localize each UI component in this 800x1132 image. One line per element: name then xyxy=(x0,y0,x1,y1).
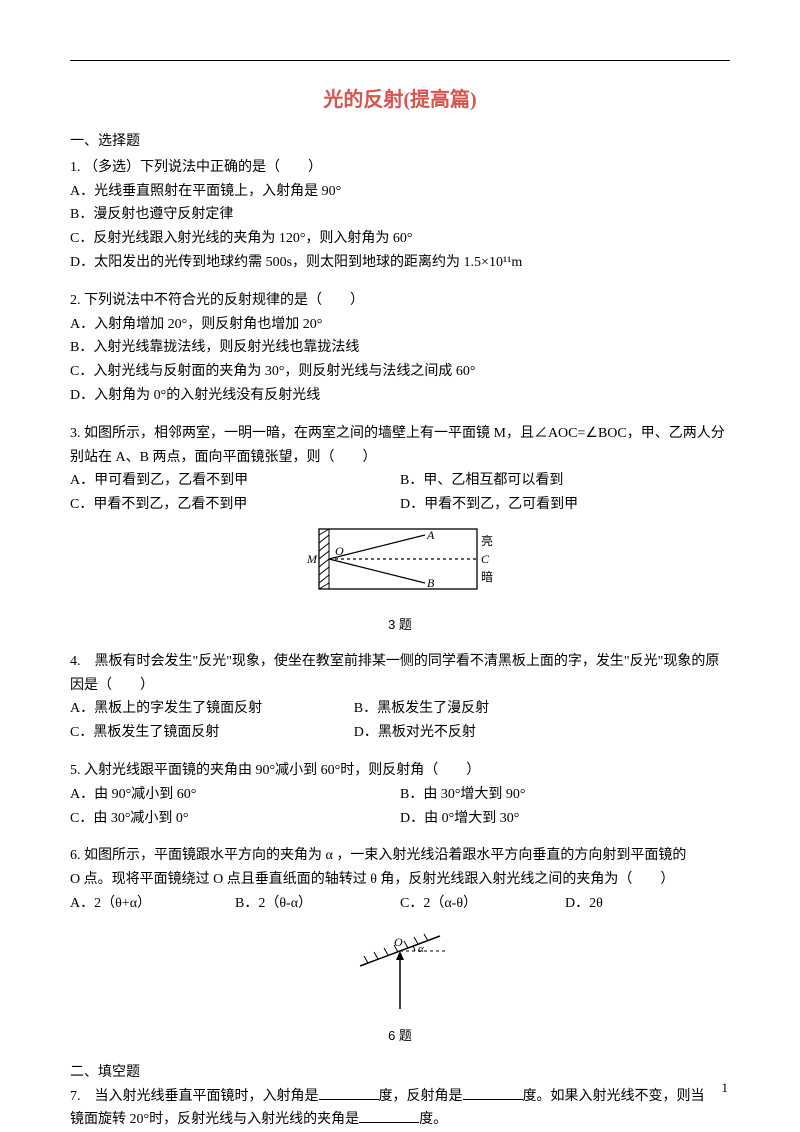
q6-figure: O α 6 题 xyxy=(70,924,730,1047)
angled-mirror-icon: O α xyxy=(345,924,455,1014)
q3-fig-label: 3 题 xyxy=(70,614,730,636)
q3-row2: C．甲看不到乙，乙看不到甲 D．甲看不到乙，乙可看到甲 xyxy=(70,493,730,517)
label-alpha: α xyxy=(418,943,424,955)
q6-row: A．2（θ+α） B．2（θ-α） C．2（α-θ） D．2θ xyxy=(70,892,730,916)
label-bright: 亮 xyxy=(481,533,493,548)
doc-title: 光的反射(提高篇) xyxy=(70,83,730,112)
page: 光的反射(提高篇) 一、选择题 1. （多选）下列说法中正确的是（ ） A．光线… xyxy=(0,0,800,1132)
q7-line2: 镜面旋转 20°时，反射光线与入射光线的夹角是 度。 xyxy=(70,1108,730,1132)
q1-opt-c: C．反射光线跟入射光线的夹角为 120°，则入射角为 60° xyxy=(70,227,730,251)
q7-l2a: 镜面旋转 20°时，反射光线与入射光线的夹角是 xyxy=(70,1112,359,1127)
label-dark: 暗 xyxy=(481,569,493,584)
q5-opt-a: A．由 90°减小到 60° xyxy=(70,783,400,807)
q7-pre: 7. 当入射光线垂直平面镜时，入射角是 xyxy=(70,1089,319,1104)
q5-opt-c: C．由 30°减小到 0° xyxy=(70,807,400,831)
question-7: 7. 当入射光线垂直平面镜时，入射角是 度，反射角是 度。如果入射光线不变，则当 镜… xyxy=(70,1085,730,1132)
q1-opt-a: A．光线垂直照射在平面镜上，入射角是 90° xyxy=(70,180,730,204)
q4-row2: C．黑板发生了镜面反射 D．黑板对光不反射 xyxy=(70,721,730,745)
q2-opt-c: C．入射光线与反射面的夹角为 30°，则反射光线与法线之间成 60° xyxy=(70,360,730,384)
q7-mid2: 度。如果入射光线不变，则当 xyxy=(523,1089,705,1104)
label-a: A xyxy=(426,528,435,542)
question-5: 5. 入射光线跟平面镜的夹角由 90°减小到 60°时，则反射角（ ） A．由 … xyxy=(70,759,730,830)
q6-opt-b: B．2（θ-α） xyxy=(235,892,400,916)
question-4: 4. 黑板有时会发生"反光"现象，使坐在教室前排某一侧的同学看不清黑板上面的字，… xyxy=(70,650,730,745)
section1-heading: 一、选择题 xyxy=(70,130,730,154)
q4-opt-d: D．黑板对光不反射 xyxy=(354,721,684,745)
question-1: 1. （多选）下列说法中正确的是（ ） A．光线垂直照射在平面镜上，入射角是 9… xyxy=(70,156,730,275)
label-o6: O xyxy=(394,935,403,949)
blank-2 xyxy=(463,1085,523,1100)
q2-opt-d: D．入射角为 0°的入射光线没有反射光线 xyxy=(70,384,730,408)
q3-opt-b: B．甲、乙相互都可以看到 xyxy=(400,469,730,493)
q2-opt-b: B．入射光线靠拢法线，则反射光线也靠拢法线 xyxy=(70,336,730,360)
q4-row1: A．黑板上的字发生了镜面反射 B．黑板发生了漫反射 xyxy=(70,697,730,721)
q4-opt-b: B．黑板发生了漫反射 xyxy=(354,697,684,721)
blank-3 xyxy=(359,1108,419,1123)
q4-opt-c: C．黑板发生了镜面反射 xyxy=(70,721,354,745)
q4-opt-a: A．黑板上的字发生了镜面反射 xyxy=(70,697,354,721)
section-choice: 一、选择题 1. （多选）下列说法中正确的是（ ） A．光线垂直照射在平面镜上，… xyxy=(70,130,730,1132)
q1-opt-d: D．太阳发出的光传到地球约需 500s，则太阳到地球的距离约为 1.5×10¹¹… xyxy=(70,251,730,275)
q5-opt-d: D．由 0°增大到 30° xyxy=(400,807,730,831)
q1-opt-b: B．漫反射也遵守反射定律 xyxy=(70,203,730,227)
q6-opt-a: A．2（θ+α） xyxy=(70,892,235,916)
q5-row1: A．由 90°减小到 60° B．由 30°增大到 90° xyxy=(70,783,730,807)
q7-mid1: 度，反射角是 xyxy=(379,1089,463,1104)
q3-row1: A．甲可看到乙，乙看不到甲 B．甲、乙相互都可以看到 xyxy=(70,469,730,493)
q7-l2b: 度。 xyxy=(419,1112,447,1127)
q3-figure: O A B M C 亮 暗 3 题 xyxy=(70,525,730,636)
q5-row2: C．由 30°减小到 0° D．由 0°增大到 30° xyxy=(70,807,730,831)
blank-1 xyxy=(319,1085,379,1100)
q1-stem: 1. （多选）下列说法中正确的是（ ） xyxy=(70,156,730,180)
q2-opt-a: A．入射角增加 20°，则反射角也增加 20° xyxy=(70,313,730,337)
q4-stem: 4. 黑板有时会发生"反光"现象，使坐在教室前排某一侧的同学看不清黑板上面的字，… xyxy=(70,650,730,698)
label-b: B xyxy=(427,576,435,590)
q6-fig-label: 6 题 xyxy=(70,1025,730,1047)
label-m: M xyxy=(306,552,318,566)
q3-opt-d: D．甲看不到乙，乙可看到甲 xyxy=(400,493,730,517)
section2-heading: 二、填空题 xyxy=(70,1061,730,1085)
label-c: C xyxy=(481,552,490,566)
label-o: O xyxy=(335,544,344,558)
mirror-diagram-icon: O A B M C 亮 暗 xyxy=(305,525,495,603)
question-6: 6. 如图所示，平面镜跟水平方向的夹角为 α ，一束入射光线沿着跟水平方向垂直的… xyxy=(70,844,730,1046)
question-2: 2. 下列说法中不符合光的反射规律的是（ ） A．入射角增加 20°，则反射角也… xyxy=(70,289,730,408)
q3-opt-a: A．甲可看到乙，乙看不到甲 xyxy=(70,469,400,493)
q6-opt-d: D．2θ xyxy=(565,892,730,916)
q6-stem-l2: O 点。现将平面镜绕过 O 点且垂直纸面的轴转过 θ 角，反射光线跟入射光线之间… xyxy=(70,868,730,892)
q3-opt-c: C．甲看不到乙，乙看不到甲 xyxy=(70,493,400,517)
horizontal-rule xyxy=(70,60,730,61)
q5-opt-b: B．由 30°增大到 90° xyxy=(400,783,730,807)
q2-stem: 2. 下列说法中不符合光的反射规律的是（ ） xyxy=(70,289,730,313)
q3-stem: 3. 如图所示，相邻两室，一明一暗，在两室之间的墙壁上有一平面镜 M，且∠AOC… xyxy=(70,422,730,470)
q6-opt-c: C．2（α-θ） xyxy=(400,892,565,916)
page-number: 1 xyxy=(722,1080,729,1096)
q7-line1: 7. 当入射光线垂直平面镜时，入射角是 度，反射角是 度。如果入射光线不变，则当 xyxy=(70,1085,730,1109)
question-3: 3. 如图所示，相邻两室，一明一暗，在两室之间的墙壁上有一平面镜 M，且∠AOC… xyxy=(70,422,730,636)
q5-stem: 5. 入射光线跟平面镜的夹角由 90°减小到 60°时，则反射角（ ） xyxy=(70,759,730,783)
q6-stem-l1: 6. 如图所示，平面镜跟水平方向的夹角为 α ，一束入射光线沿着跟水平方向垂直的… xyxy=(70,844,730,868)
